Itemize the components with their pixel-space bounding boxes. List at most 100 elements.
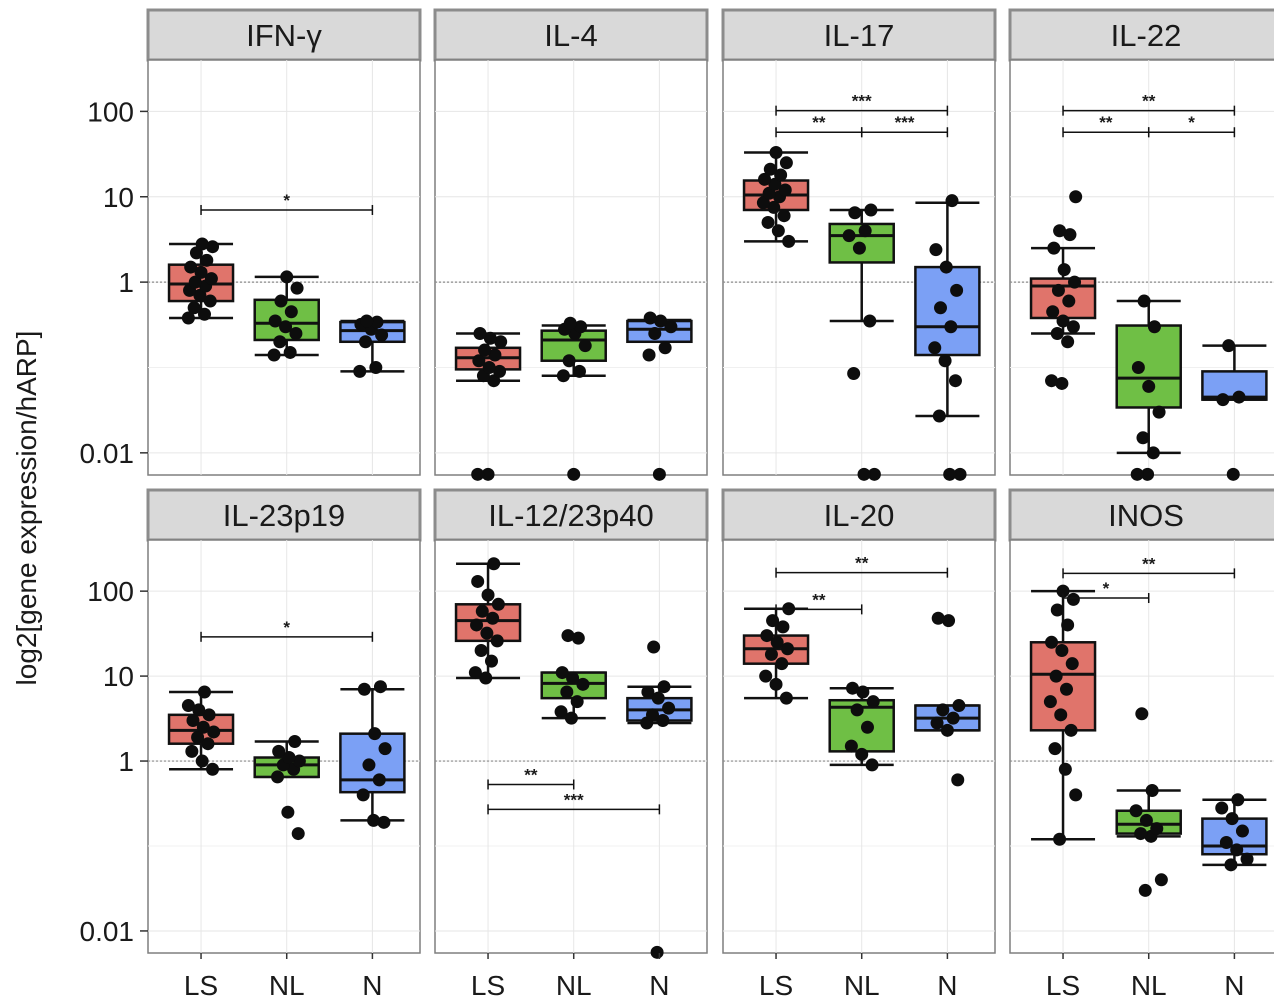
box-nl <box>540 629 607 725</box>
data-point <box>493 364 507 378</box>
strip-title: IL-23p19 <box>223 498 345 533</box>
data-point <box>482 360 496 374</box>
data-point <box>1226 467 1240 481</box>
data-point <box>1240 852 1254 866</box>
data-point <box>1232 390 1246 404</box>
data-point <box>1137 294 1151 308</box>
data-point <box>1069 190 1083 204</box>
data-point <box>202 708 216 722</box>
box-ls <box>1029 190 1097 390</box>
box-ls <box>454 557 522 685</box>
data-point <box>646 708 659 722</box>
box-body <box>253 298 320 342</box>
data-point <box>470 618 484 632</box>
data-point <box>206 240 220 254</box>
data-point <box>1059 682 1073 696</box>
data-point <box>943 467 957 481</box>
data-point <box>1069 788 1083 802</box>
data-point <box>654 314 668 328</box>
strip-title: IL-17 <box>824 18 895 53</box>
box-ls <box>167 237 235 325</box>
data-point <box>759 669 773 683</box>
data-point <box>570 695 584 709</box>
data-point <box>1230 843 1244 857</box>
data-point <box>288 734 302 748</box>
data-point <box>953 467 967 481</box>
data-point <box>662 701 676 715</box>
data-point <box>936 703 950 717</box>
significance-label: *** <box>852 92 872 111</box>
data-point <box>931 611 945 625</box>
data-point <box>769 145 783 159</box>
x-tick-label: NL <box>1131 970 1167 999</box>
data-point <box>192 703 206 717</box>
data-point <box>362 758 376 772</box>
significance-bracket: * <box>200 191 374 215</box>
box-nl <box>540 316 607 481</box>
facet-panel: IL-17** ****** <box>721 8 997 481</box>
box-n <box>914 194 981 481</box>
data-point <box>574 320 588 334</box>
data-point <box>1066 320 1080 334</box>
significance-label: ** <box>524 765 538 784</box>
data-point <box>359 335 372 349</box>
data-point <box>1051 283 1065 297</box>
data-point <box>556 369 570 383</box>
data-point <box>372 773 386 787</box>
data-point <box>848 206 862 220</box>
data-point <box>1053 832 1067 846</box>
data-point <box>939 260 953 274</box>
y-tick-label: 0.01 <box>80 916 135 947</box>
data-point <box>487 557 501 571</box>
box-nl <box>828 681 895 772</box>
data-point <box>1048 742 1062 756</box>
data-point <box>472 354 486 368</box>
data-point <box>938 354 952 368</box>
data-point <box>292 754 306 768</box>
data-point <box>274 294 288 308</box>
strip-background <box>1008 8 1274 62</box>
significance-bracket: *** <box>860 113 949 138</box>
significance-label: ** <box>855 554 869 573</box>
x-axis: LS NL N LS NL N LS NL N LS NL N <box>184 953 1245 999</box>
y-tick-label: 100 <box>87 576 134 607</box>
data-point <box>1061 335 1075 349</box>
data-point <box>291 827 305 841</box>
x-tick-label: N <box>1224 970 1244 999</box>
strip-background <box>146 488 422 542</box>
data-point <box>475 604 489 618</box>
significance-label: ** <box>1099 113 1113 132</box>
data-point <box>486 611 500 625</box>
strip-title: IFN-γ <box>246 18 322 53</box>
data-point <box>1134 827 1148 841</box>
data-point <box>268 314 282 328</box>
data-point <box>643 311 657 325</box>
data-point <box>934 301 947 315</box>
x-tick-label: NL <box>269 970 305 999</box>
data-point <box>360 314 374 328</box>
data-point <box>191 730 205 744</box>
data-point <box>571 631 585 645</box>
x-tick-label: NL <box>556 970 592 999</box>
data-point <box>1066 592 1080 606</box>
data-point <box>844 739 858 753</box>
data-point <box>468 666 482 680</box>
significance-bracket: * <box>1147 113 1236 138</box>
data-point <box>950 283 964 297</box>
box-ls <box>742 145 810 248</box>
data-point <box>652 467 666 481</box>
data-point <box>664 320 678 334</box>
data-point <box>1061 618 1075 632</box>
significance-label: *** <box>895 113 915 132</box>
data-point <box>642 348 656 362</box>
data-point <box>186 714 200 728</box>
data-point <box>1131 360 1145 374</box>
data-point <box>763 162 777 176</box>
data-point <box>944 320 958 334</box>
significance-label: ** <box>1142 554 1156 573</box>
data-point <box>1050 327 1064 341</box>
strip-background <box>146 8 422 62</box>
data-point <box>1154 873 1168 887</box>
data-point <box>284 305 298 319</box>
data-point <box>774 168 788 182</box>
